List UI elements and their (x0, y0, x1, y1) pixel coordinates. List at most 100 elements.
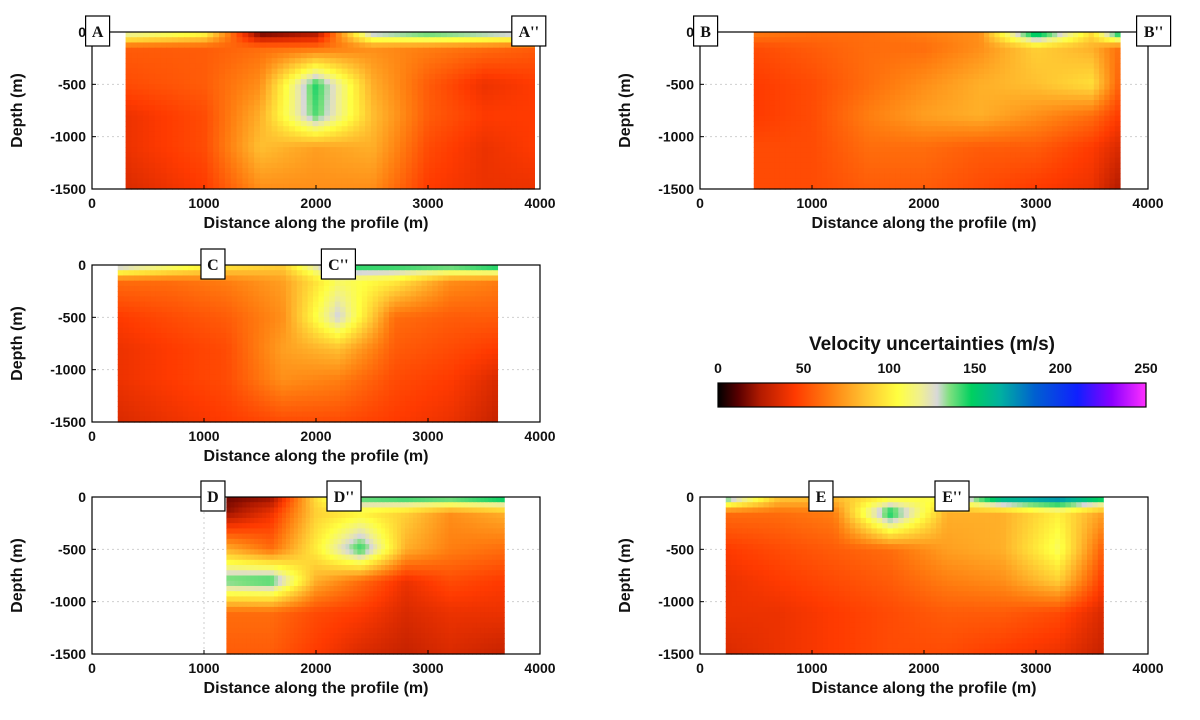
heatmap-cell (1067, 152, 1074, 159)
heatmap-cell (277, 32, 284, 38)
profile-endpoint-label: A (84, 15, 111, 47)
heatmap-cell (452, 37, 460, 44)
heatmap-cell (184, 152, 191, 159)
heatmap-cell (847, 94, 854, 101)
heatmap-cell (905, 115, 912, 122)
heatmap-cell (148, 94, 156, 101)
heatmap-cell (528, 110, 535, 117)
heatmap-cell (1099, 105, 1105, 112)
heatmap-cell (324, 63, 331, 70)
heatmap-cell (470, 110, 477, 117)
heatmap-cell (1067, 58, 1074, 64)
heatmap-cell (383, 280, 390, 287)
heatmap-cell (832, 168, 839, 174)
heatmap-cell (370, 157, 378, 164)
heatmap-cell (117, 270, 124, 277)
heatmap-cell (842, 110, 849, 117)
heatmap-cell (895, 162, 901, 169)
heatmap-cell (353, 115, 360, 122)
heatmap-cell (936, 58, 943, 64)
heatmap-cell (166, 306, 173, 313)
heatmap-cell (394, 100, 401, 106)
heatmap-cell (968, 84, 975, 91)
heatmap-cell (247, 270, 254, 277)
heatmap-cell (285, 275, 292, 282)
heatmap-cell (259, 162, 267, 169)
heatmap-cell (437, 285, 444, 292)
heatmap-cell (253, 306, 260, 313)
heatmap-cell (963, 115, 969, 122)
heatmap-cell (324, 131, 331, 138)
heatmap-cell (837, 37, 844, 44)
heatmap-cell (230, 68, 238, 75)
heatmap-cell (160, 152, 168, 159)
heatmap-cell (764, 47, 771, 54)
heatmap-cell (318, 301, 325, 308)
heatmap-cell (487, 58, 495, 64)
heatmap-cell (973, 73, 980, 80)
heatmap-cell (201, 141, 208, 148)
heatmap-cell (464, 42, 471, 49)
heatmap-cell (172, 141, 179, 148)
heatmap-cell (879, 58, 886, 64)
heatmap-cell (400, 42, 407, 49)
heatmap-cell (215, 285, 222, 292)
heatmap-cell (821, 89, 828, 96)
heatmap-cell (926, 73, 933, 80)
heatmap-cell (139, 301, 146, 308)
heatmap-cell (329, 285, 336, 292)
heatmap-cell (942, 42, 948, 49)
heatmap-cell (341, 168, 349, 174)
heatmap-cell (242, 162, 249, 169)
heatmap-cell (312, 173, 319, 180)
heatmap-cell (1015, 89, 1022, 96)
heatmap-cell (942, 178, 948, 185)
heatmap-cell (219, 157, 226, 164)
heatmap-cell (487, 147, 495, 153)
heatmap-cell (296, 306, 303, 313)
heatmap-cell (172, 275, 179, 282)
heatmap-cell (219, 152, 226, 159)
heatmap-cell (148, 183, 156, 190)
heatmap-cell (842, 79, 849, 85)
heatmap-cell (340, 306, 347, 313)
heatmap-cell (470, 296, 477, 303)
heatmap-cell (492, 296, 499, 303)
heatmap-cell (161, 280, 168, 287)
heatmap-cell (957, 73, 964, 80)
heatmap-cell (411, 47, 419, 54)
heatmap-cell (265, 183, 273, 190)
heatmap-cell (1010, 32, 1016, 38)
heatmap-cell (277, 58, 284, 64)
heatmap-cell (230, 136, 238, 143)
heatmap-cell (1078, 105, 1084, 112)
heatmap-cell (516, 152, 524, 159)
heatmap-cell (365, 79, 372, 85)
heatmap-cell (968, 183, 975, 190)
heatmap-cell (470, 115, 477, 122)
heatmap-cell (388, 105, 395, 112)
heatmap-cell (505, 105, 512, 112)
heatmap-cell (172, 105, 179, 112)
heatmap-cell (1020, 68, 1027, 75)
heatmap-cell (143, 147, 150, 153)
heatmap-cell (931, 84, 938, 91)
heatmap-cell (931, 32, 938, 38)
heatmap-cell (137, 32, 144, 38)
heatmap-cell (370, 52, 378, 59)
heatmap-cell (376, 157, 384, 164)
heatmap-cell (277, 168, 284, 174)
heatmap-cell (236, 89, 243, 96)
heatmap-cell (289, 110, 296, 117)
heatmap-cell (259, 105, 267, 112)
heatmap-cell (423, 105, 430, 112)
heatmap-cell (248, 126, 255, 133)
heatmap-cell (1062, 94, 1069, 101)
heatmap-cell (816, 183, 823, 190)
heatmap-cell (1046, 32, 1053, 38)
heatmap-cell (769, 162, 776, 169)
heatmap-cell (131, 152, 138, 159)
heatmap-cell (394, 291, 401, 297)
heatmap-cell (161, 312, 168, 318)
heatmap-cell (476, 131, 483, 138)
